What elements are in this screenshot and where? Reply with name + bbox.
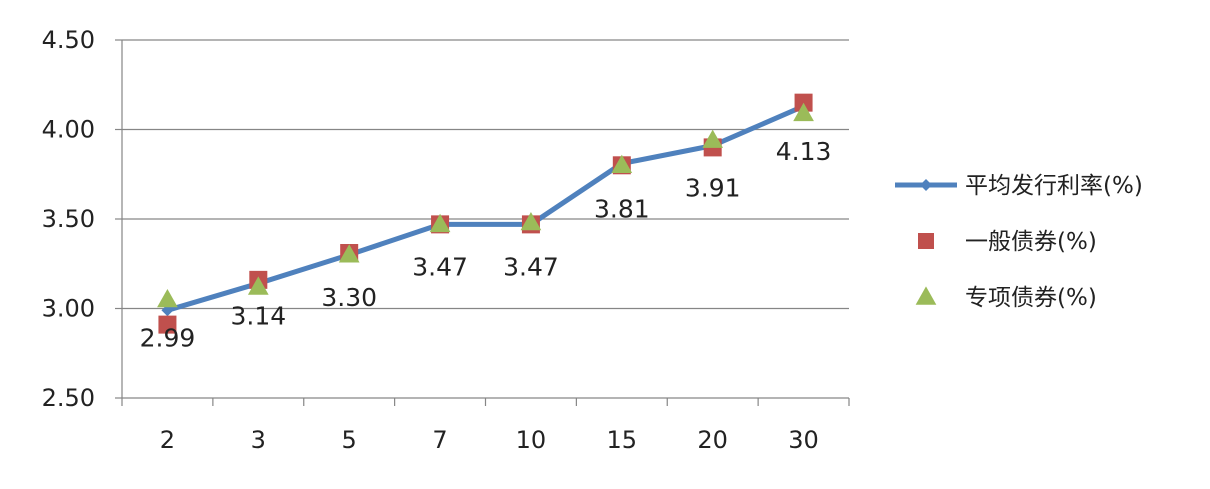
- data-label: 3.30: [321, 283, 377, 312]
- legend-marker-average-rate: [920, 179, 932, 191]
- legend-swatch-special-bond: [915, 286, 937, 305]
- x-tick-label: 3: [251, 426, 266, 454]
- marker-average-rate: [161, 304, 174, 317]
- data-label: 3.47: [412, 252, 468, 281]
- data-label: 3.81: [594, 195, 650, 224]
- legend-label: 平均发行利率(%): [965, 173, 1143, 199]
- x-tick-label: 20: [697, 426, 728, 454]
- y-tick-label: 2.50: [42, 384, 95, 412]
- y-tick-label: 3.50: [42, 205, 95, 233]
- legend: 平均发行利率(%) 一般债券(%) 专项债券(%): [895, 173, 1143, 311]
- marker-special-bond: [247, 276, 269, 295]
- y-tick-label: 4.50: [42, 26, 95, 54]
- marker-special-bond: [429, 213, 451, 233]
- marker-special-bond: [338, 244, 360, 263]
- x-tick-label: 10: [516, 426, 547, 454]
- series-line-average-rate: [166, 103, 805, 313]
- x-tick-label: 15: [607, 426, 638, 454]
- legend-label: 一般债券(%): [965, 229, 1097, 255]
- data-label: 4.13: [776, 137, 832, 166]
- y-tick-label: 3.00: [42, 295, 95, 323]
- grid-layer: [122, 39, 849, 399]
- data-label: 3.47: [503, 252, 559, 281]
- legend-label: 专项债券(%): [965, 285, 1097, 311]
- y-tick-label: 4.00: [42, 116, 95, 144]
- marker-special-bond: [793, 102, 814, 122]
- x-tick-label: 30: [788, 426, 819, 454]
- data-label: 3.14: [230, 301, 286, 330]
- data-label-layer: 2.99 3.14 3.30 3.47 3.47 3.81 3.91 4.13: [140, 137, 832, 352]
- marker-layer: [157, 93, 814, 334]
- x-tick-label: 2: [160, 426, 175, 454]
- data-label: 3.91: [685, 174, 741, 203]
- marker-special-bond: [520, 211, 542, 231]
- x-tick-label: 7: [432, 426, 447, 454]
- marker-special-bond: [157, 288, 178, 308]
- marker-general-bond: [794, 93, 813, 112]
- data-label: 2.99: [140, 323, 196, 352]
- marker-special-bond: [702, 129, 724, 148]
- marker-special-bond: [611, 154, 633, 173]
- marker-general-bond: [158, 315, 177, 334]
- x-tick-label: 5: [342, 426, 357, 454]
- legend-swatch-general-bond: [918, 233, 934, 249]
- series-line-layer: [166, 103, 805, 313]
- axis-layer: 2.50 3.00 3.50 4.00 4.50 2 3 5 7 10 15 20 30: [42, 26, 850, 454]
